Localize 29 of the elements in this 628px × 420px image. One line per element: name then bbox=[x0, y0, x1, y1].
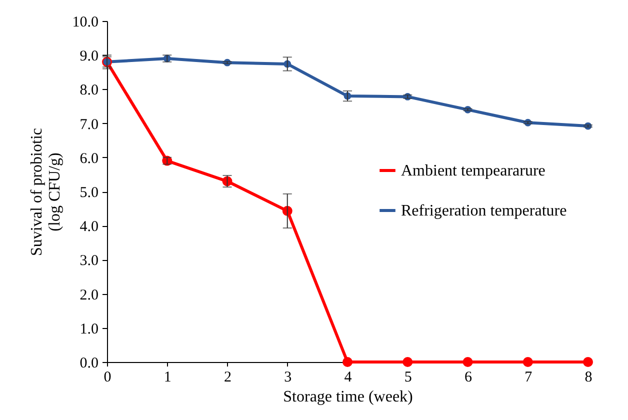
x-axis-title: Storage time (week) bbox=[283, 388, 413, 406]
x-tick-label: 3 bbox=[284, 370, 292, 386]
point bbox=[402, 357, 413, 367]
y-tick-label: 4.0 bbox=[80, 219, 98, 236]
y-tick-label: 2.0 bbox=[80, 287, 98, 304]
y-tick-label: 3.0 bbox=[80, 253, 98, 270]
x-tick-label: 4 bbox=[344, 370, 352, 386]
legend-label: Refrigeration temperature bbox=[401, 202, 567, 220]
point bbox=[342, 357, 352, 367]
y-tick-label: 6.0 bbox=[80, 150, 98, 167]
x-tick-label: 0 bbox=[104, 370, 112, 386]
y-tick-label: 7.0 bbox=[80, 116, 98, 133]
x-tick-label: 2 bbox=[224, 370, 232, 386]
y-axis-title: Suvival of probiotic (log CFU/g) bbox=[28, 128, 64, 256]
point bbox=[462, 357, 473, 367]
y-tick-label: 1.0 bbox=[80, 321, 98, 338]
y-tick-label: 5.0 bbox=[80, 185, 98, 201]
y-tick-label: 10.0 bbox=[72, 14, 98, 30]
x-tick-label: 5 bbox=[404, 370, 412, 386]
point bbox=[583, 357, 593, 367]
x-tick-label: 6 bbox=[464, 370, 472, 386]
legend-label: Ambient tempeararure bbox=[401, 162, 546, 180]
y-tick-label: 9.0 bbox=[80, 48, 98, 65]
y-tick-label: 8.0 bbox=[80, 82, 98, 99]
x-tick-label: 7 bbox=[524, 370, 533, 386]
y-tick-label: 0.0 bbox=[80, 356, 98, 372]
point bbox=[522, 357, 533, 367]
x-tick-label: 8 bbox=[584, 370, 592, 386]
x-tick-label: 1 bbox=[164, 370, 172, 386]
